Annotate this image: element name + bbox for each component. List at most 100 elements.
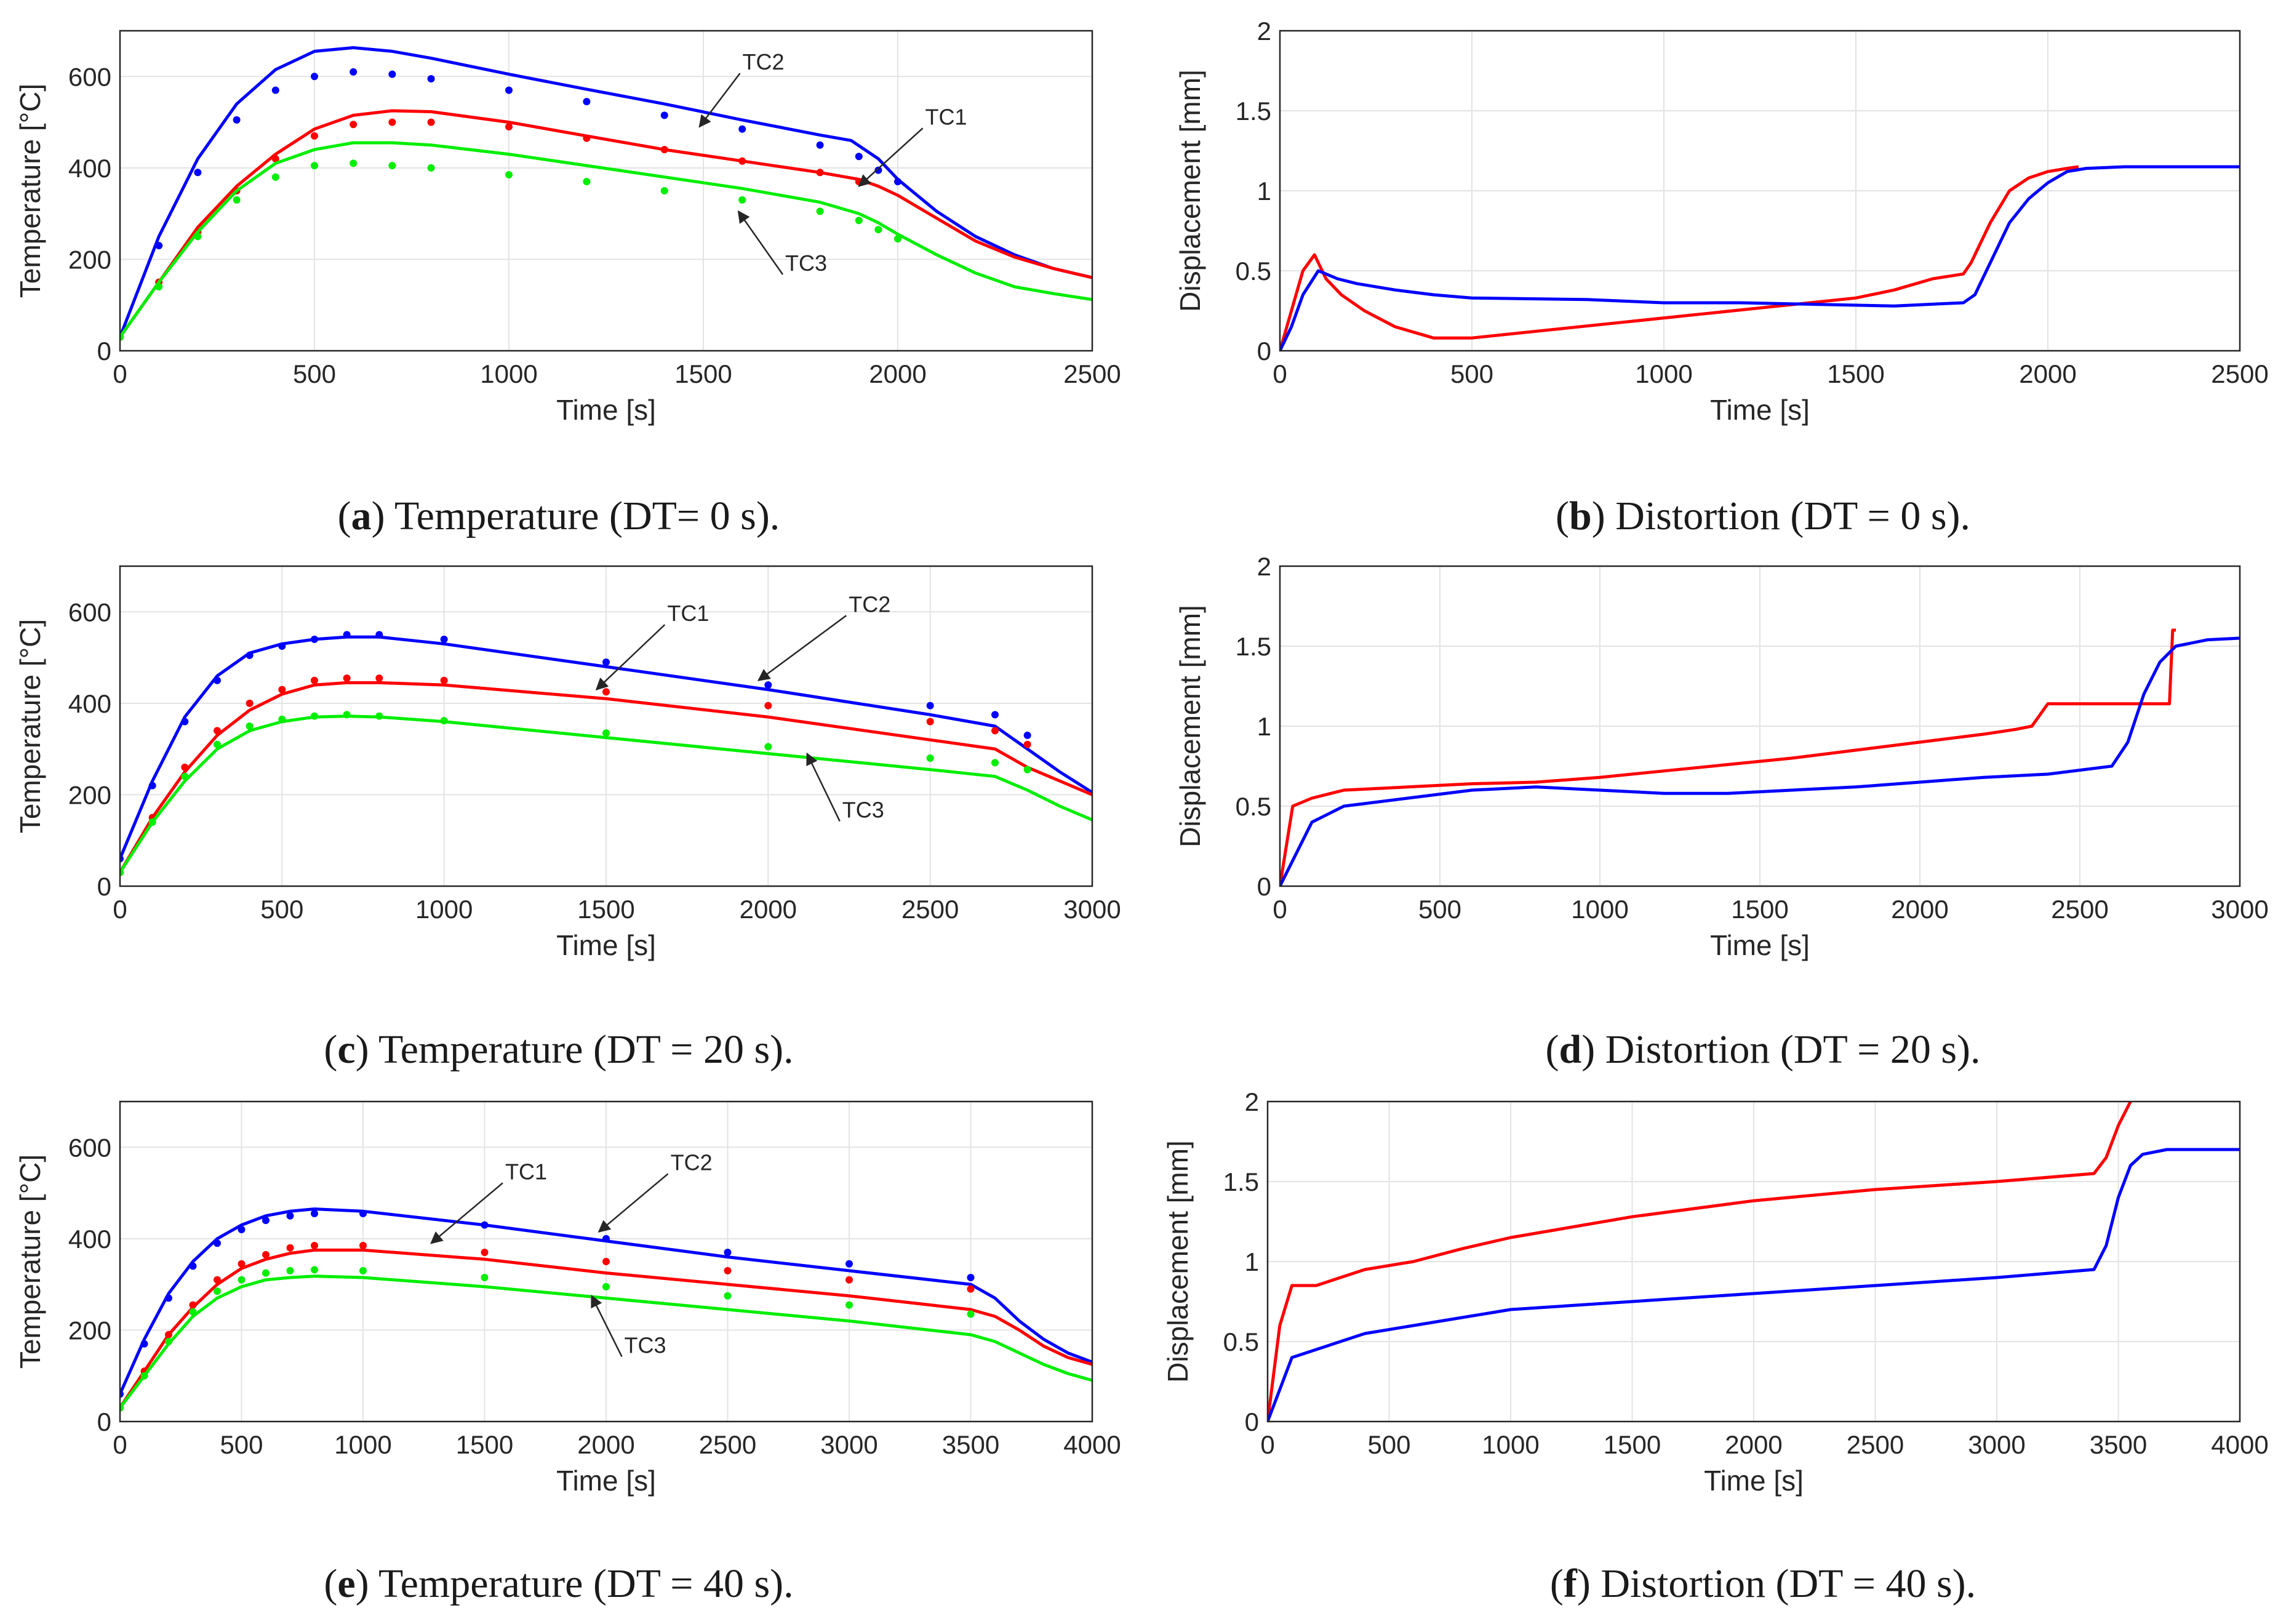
ytick-b-2: 1 [1257,177,1271,206]
point-c-tc2-measured-9 [440,635,448,643]
plot-area-b [1280,165,2240,351]
ylabel-e: Temperature [°C] [14,1154,46,1369]
xtick-f-7: 3500 [2090,1430,2147,1459]
point-c-tc3-measured-12 [926,754,934,762]
xlabel-c: Time [s] [556,929,656,961]
point-e-tc3-measured-10 [481,1274,489,1281]
point-c-tc2-measured-10 [602,658,610,666]
plot-area-a [120,46,1092,341]
ylabel-c: Temperature [°C] [14,619,46,833]
point-a-tc2-measured-4 [271,86,279,94]
ylabel-f: Displacement [mm] [1162,1140,1194,1383]
point-e-tc2-measured-11 [602,1234,610,1242]
point-a-tc1-measured-8 [427,118,435,126]
point-c-tc1-measured-6 [311,676,318,684]
annotation-arrow-e-2 [591,1294,623,1358]
xtick-d-5: 2500 [2051,895,2108,924]
point-e-tc1-measured-3 [189,1301,197,1309]
point-c-tc1-measured-12 [926,718,934,726]
ytick-a-1: 200 [68,245,111,274]
caption-f: (f) Distortion (DT = 40 s). [1550,1561,1976,1606]
panel-b: 0 500 1000 1500 2000 2500 0 0.5 1 1.5 2 Time [s] Dis… [1174,17,2269,538]
point-a-tc1-measured-9 [505,123,513,130]
series-e-tc1-measured [120,1242,975,1412]
caption-letter-e: e [337,1561,355,1606]
xlabel-b: Time [s] [1710,394,1810,426]
point-a-tc2-measured-5 [311,73,318,81]
point-a-tc2-measured-8 [427,75,435,82]
point-a-tc2-measured-2 [194,169,202,177]
point-e-tc3-measured-8 [311,1266,318,1274]
xtick-f-2: 1000 [1482,1430,1539,1459]
point-e-tc1-measured-10 [481,1249,489,1257]
point-c-tc3-measured-5 [278,715,286,723]
panel-f: 0 500 1000 1500 2000 2500 3000 3500 4000 0 0.5 1 1.5… [1162,1087,2269,1606]
ytick-d-1: 0.5 [1236,792,1271,821]
point-c-tc3-measured-11 [764,743,772,751]
point-c-tc2-measured-0 [120,855,124,863]
xtick-a-2: 1000 [480,359,537,388]
ytick-f-3: 1.5 [1223,1167,1259,1196]
series-f-displacement-red- [1268,1102,2132,1422]
ytick-c-3: 600 [68,598,111,626]
annotation-arrow-e-0 [430,1182,503,1244]
caption-text-e: Temperature (DT = 40 s). [378,1561,794,1606]
point-a-tc3-measured-8 [427,164,435,172]
annotation-label-e-tc2: TC2 [671,1150,713,1175]
point-c-tc1-measured-14 [1023,740,1031,748]
point-e-tc2-measured-1 [140,1340,148,1348]
ytick-a-2: 400 [68,154,111,183]
point-e-tc2-measured-3 [189,1262,197,1270]
point-c-tc1-measured-2 [181,763,189,771]
point-a-tc3-measured-7 [388,162,396,170]
xtick-f-4: 2000 [1725,1430,1782,1459]
point-e-tc3-measured-12 [724,1292,732,1300]
annotation-arrow-c-2 [806,752,841,822]
xtick-f-5: 2500 [1847,1430,1904,1459]
plot-area-c [120,631,1092,876]
point-e-tc2-measured-13 [845,1260,853,1268]
point-e-tc1-measured-7 [286,1244,294,1252]
point-c-tc3-measured-9 [440,717,448,725]
ytick-c-0: 0 [97,872,111,901]
point-a-tc1-measured-12 [738,157,746,165]
point-c-tc1-measured-3 [214,727,221,735]
point-e-tc1-measured-4 [214,1276,221,1284]
series-f-displacement-blue- [1268,1148,2240,1422]
caption-letter-a: a [351,494,372,538]
point-c-tc2-measured-11 [764,681,772,689]
point-e-tc3-measured-14 [967,1310,975,1318]
xtick-c-5: 2500 [901,895,959,924]
caption-e: (e) Temperature (DT = 40 s). [324,1561,793,1606]
point-e-tc2-measured-2 [165,1294,172,1302]
series-d-displacement-red- [1280,628,2176,886]
xtick-c-1: 500 [260,895,303,924]
point-e-tc2-measured-6 [262,1217,270,1225]
point-a-tc1-measured-4 [271,155,279,162]
point-c-tc1-measured-4 [246,699,254,707]
xtick-a-4: 2000 [869,359,926,388]
ytick-a-0: 0 [97,337,111,366]
point-c-tc2-measured-2 [181,718,189,726]
annotation-arrow-e-1 [597,1173,669,1233]
panel-a: TC2 TC1 TC3 0 500 1000 1500 2000 2500 0 200 400 600 T… [14,30,1121,538]
point-c-tc2-measured-5 [278,642,286,650]
point-e-tc3-measured-0 [120,1404,124,1412]
point-e-tc2-measured-4 [214,1239,221,1247]
ylabel-d: Displacement [mm] [1174,605,1206,847]
point-a-tc3-measured-16 [894,235,901,242]
point-a-tc3-measured-13 [816,207,824,215]
annotation-label-c-tc2: TC2 [849,591,890,617]
ytick-d-0: 0 [1257,872,1271,901]
point-c-tc2-measured-7 [343,631,351,639]
point-c-tc1-measured-9 [440,676,448,684]
point-a-tc2-measured-11 [660,111,668,119]
point-e-tc1-measured-5 [238,1260,246,1268]
xlabel-a: Time [s] [556,394,656,426]
ytick-f-2: 1 [1245,1247,1259,1276]
point-e-tc1-measured-11 [602,1258,610,1265]
point-c-tc2-measured-4 [246,651,254,659]
xtick-a-3: 1500 [674,359,732,388]
